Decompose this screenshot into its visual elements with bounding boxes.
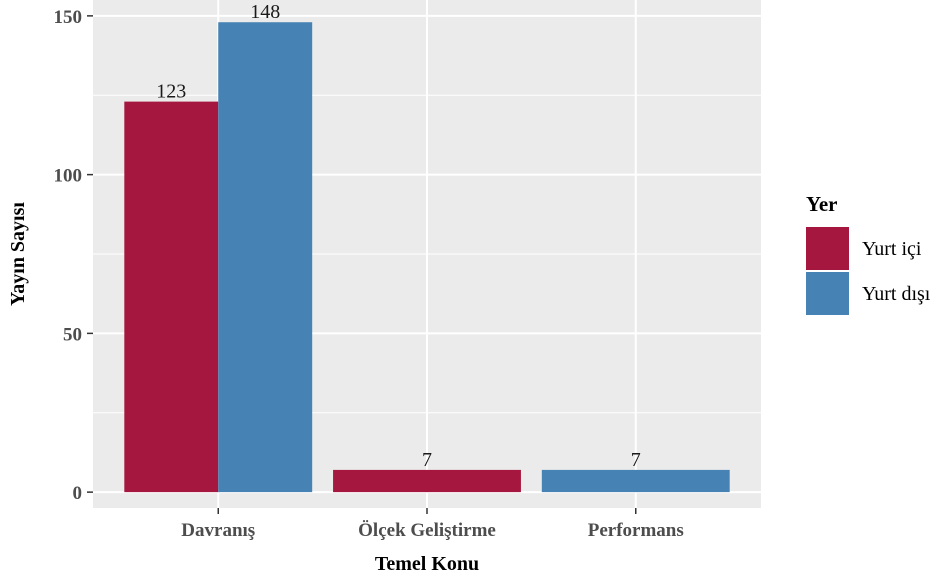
bar-data-label: 7 bbox=[422, 449, 432, 471]
bar bbox=[124, 101, 219, 493]
bar-data-label: 123 bbox=[156, 81, 186, 103]
x-tick-label: Ölçek Geliştirme bbox=[358, 520, 496, 541]
bar bbox=[218, 22, 313, 493]
y-tick-label: 0 bbox=[73, 483, 83, 504]
x-axis-title: Temel Konu bbox=[375, 553, 479, 575]
y-tick-label: 100 bbox=[54, 166, 83, 187]
y-tick-label: 150 bbox=[54, 7, 83, 28]
bars bbox=[124, 22, 730, 493]
y-axis: 0 50 100 150 bbox=[54, 7, 93, 504]
y-axis-title: Yayın Sayısı bbox=[7, 202, 29, 306]
bar bbox=[333, 469, 521, 493]
legend-label: Yurt dışı bbox=[862, 283, 931, 305]
bar bbox=[541, 469, 730, 493]
x-tick-label: Performans bbox=[588, 520, 684, 541]
data-labels: 123 148 7 7 bbox=[156, 1, 640, 471]
x-axis: Davranış Ölçek Geliştirme Performans bbox=[181, 508, 684, 541]
y-tick-label: 50 bbox=[63, 324, 82, 345]
legend-label: Yurt içi bbox=[862, 238, 922, 260]
legend-swatch bbox=[806, 227, 849, 270]
bar-data-label: 148 bbox=[250, 1, 280, 23]
bar-data-label: 7 bbox=[631, 449, 641, 471]
legend-swatch bbox=[806, 272, 849, 315]
x-tick-label: Davranış bbox=[181, 520, 255, 541]
legend-title: Yer bbox=[806, 192, 837, 216]
legend: Yer Yurt içi Yurt dışı bbox=[806, 192, 931, 315]
